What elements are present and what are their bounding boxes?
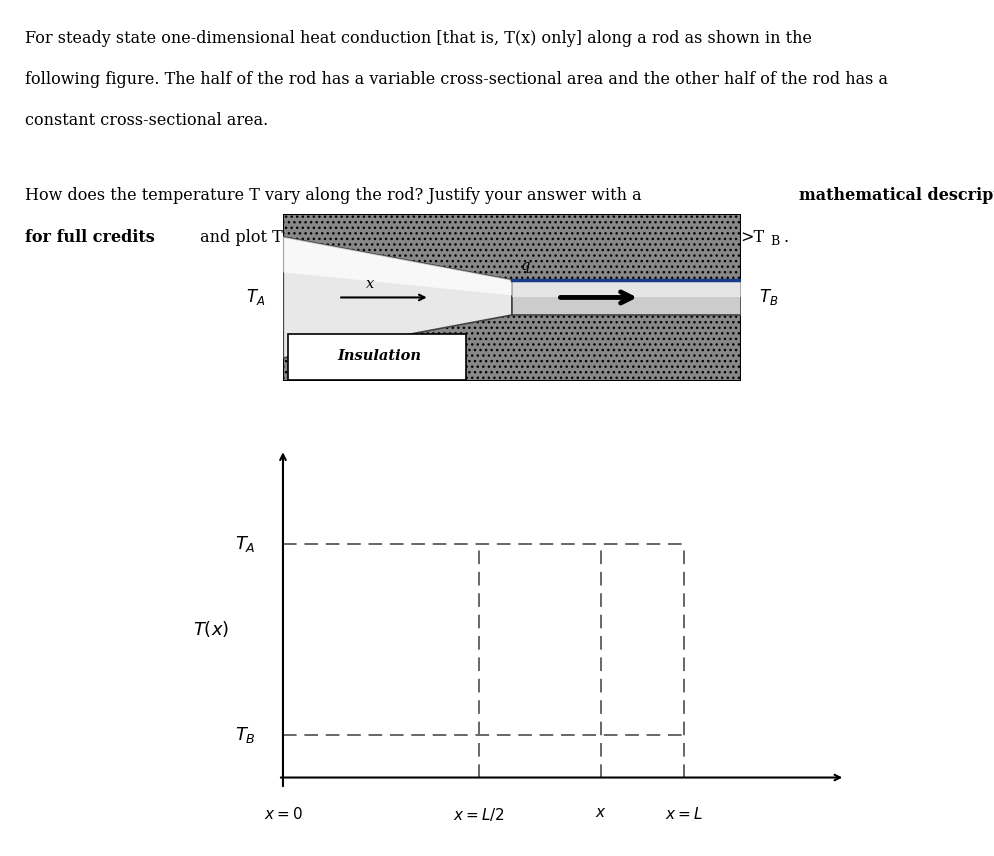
Text: Insulation: Insulation <box>337 349 421 363</box>
Text: x: x <box>366 277 375 291</box>
Text: for full credits: for full credits <box>25 229 155 246</box>
Text: $T_B$: $T_B$ <box>758 288 778 307</box>
Text: mathematical description: mathematical description <box>799 187 994 205</box>
Text: $T_A$: $T_A$ <box>246 288 265 307</box>
Polygon shape <box>283 237 512 358</box>
Text: $x$: $x$ <box>595 806 606 820</box>
Text: $T_B$: $T_B$ <box>236 725 256 745</box>
Polygon shape <box>283 237 512 295</box>
Text: .: . <box>783 229 788 246</box>
Text: For steady state one-dimensional heat conduction [that is, T(x) only] along a ro: For steady state one-dimensional heat co… <box>25 30 812 47</box>
Text: following figure. The half of the rod has a variable cross-sectional area and th: following figure. The half of the rod ha… <box>25 71 888 88</box>
Text: q: q <box>521 259 531 273</box>
Bar <box>512 280 741 298</box>
Text: B: B <box>770 235 779 247</box>
Text: $T(x)$: $T(x)$ <box>193 619 230 639</box>
Text: >T: >T <box>741 229 764 246</box>
Text: A: A <box>726 235 735 247</box>
FancyBboxPatch shape <box>288 334 466 380</box>
Text: and plot T(x). Heat flows from A to B, T: and plot T(x). Heat flows from A to B, T <box>195 229 521 246</box>
Bar <box>512 280 741 315</box>
Text: $x=L$: $x=L$ <box>665 806 703 822</box>
Text: $T_A$: $T_A$ <box>236 533 256 554</box>
Text: How does the temperature T vary along the rod? Justify your answer with a: How does the temperature T vary along th… <box>25 187 647 205</box>
Text: $x=L/2$: $x=L/2$ <box>453 806 504 823</box>
Text: constant cross-sectional area.: constant cross-sectional area. <box>25 112 268 129</box>
Text: $x=0$: $x=0$ <box>263 806 302 822</box>
